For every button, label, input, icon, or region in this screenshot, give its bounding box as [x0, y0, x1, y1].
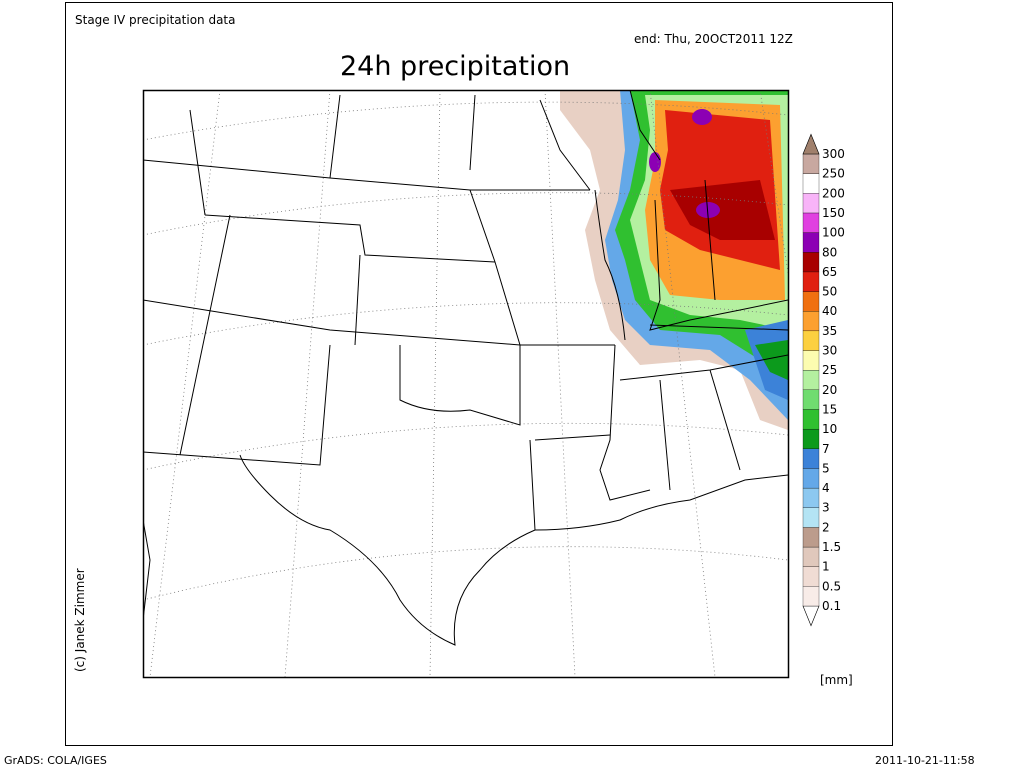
colorbar-label: 0.1	[822, 599, 841, 613]
colorbar-label: 35	[822, 324, 837, 338]
colorbar-label: 200	[822, 186, 845, 200]
colorbar: 0.1 0.5 1 1.5 2 3 4 5 7 10 15 20 25 30 35 40 50 65 80 100 15…	[802, 133, 845, 627]
colorbar-box	[802, 370, 820, 390]
colorbar-end-high	[802, 133, 820, 155]
colorbar-box	[802, 527, 820, 548]
colorbar-box	[802, 252, 820, 273]
colorbar-box	[802, 448, 820, 469]
colorbar-label: 80	[822, 245, 837, 259]
source-label: Stage IV precipitation data	[75, 13, 236, 27]
colorbar-label: 1.5	[822, 540, 841, 554]
colorbar-label: 4	[822, 481, 830, 495]
footer-left: GrADS: COLA/IGES	[4, 754, 107, 767]
colorbar-label: 5	[822, 461, 830, 475]
colorbar-label: 15	[822, 402, 837, 416]
valid-time: end: Thu, 20OCT2011 12Z	[634, 32, 793, 46]
colorbar-box	[802, 232, 820, 253]
colorbar-label: 250	[822, 167, 845, 181]
colorbar-label: 100	[822, 226, 845, 240]
colorbar-box	[802, 173, 820, 194]
colorbar-label: 20	[822, 383, 837, 397]
colorbar-box	[802, 586, 820, 607]
colorbar-box	[802, 193, 820, 214]
colorbar-box	[802, 507, 820, 528]
colorbar-label: 3	[822, 501, 830, 515]
colorbar-label: 1	[822, 560, 830, 574]
colorbar-label: 65	[822, 265, 837, 279]
graticule	[143, 90, 788, 677]
colorbar-box	[802, 389, 820, 410]
colorbar-box	[802, 350, 820, 371]
colorbar-label: 150	[822, 206, 845, 220]
map-border	[142, 89, 790, 679]
footer-right: 2011-10-21-11:58	[875, 754, 975, 767]
colorbar-end-low	[802, 605, 820, 627]
map-title: 24h precipitation	[340, 51, 570, 82]
map-area	[143, 90, 788, 677]
colorbar-label: 50	[822, 285, 837, 299]
boundaries	[143, 90, 788, 646]
colorbar-box	[802, 566, 820, 587]
precipitation-field	[560, 90, 788, 430]
colorbar-label: 0.5	[822, 579, 841, 593]
colorbar-box	[802, 487, 820, 508]
colorbar-box	[802, 212, 820, 233]
colorbar-box	[802, 311, 820, 332]
colorbar-box	[802, 428, 820, 449]
colorbar-box	[802, 468, 820, 489]
frame	[65, 2, 893, 746]
colorbar-box	[802, 291, 820, 312]
colorbar-box	[802, 153, 820, 174]
colorbar-label: 300	[822, 147, 845, 161]
colorbar-label: 40	[822, 304, 837, 318]
colorbar-box	[802, 330, 820, 351]
colorbar-label: 2	[822, 520, 830, 534]
legend-unit: [mm]	[820, 673, 853, 687]
colorbar-label: 10	[822, 422, 837, 436]
colorbar-box	[802, 546, 820, 567]
credit: (c) Janek Zimmer	[73, 568, 87, 672]
colorbar-box	[802, 271, 820, 292]
colorbar-box	[802, 409, 820, 430]
colorbar-label: 30	[822, 344, 837, 358]
colorbar-label: 7	[822, 442, 830, 456]
colorbar-label: 25	[822, 363, 837, 377]
